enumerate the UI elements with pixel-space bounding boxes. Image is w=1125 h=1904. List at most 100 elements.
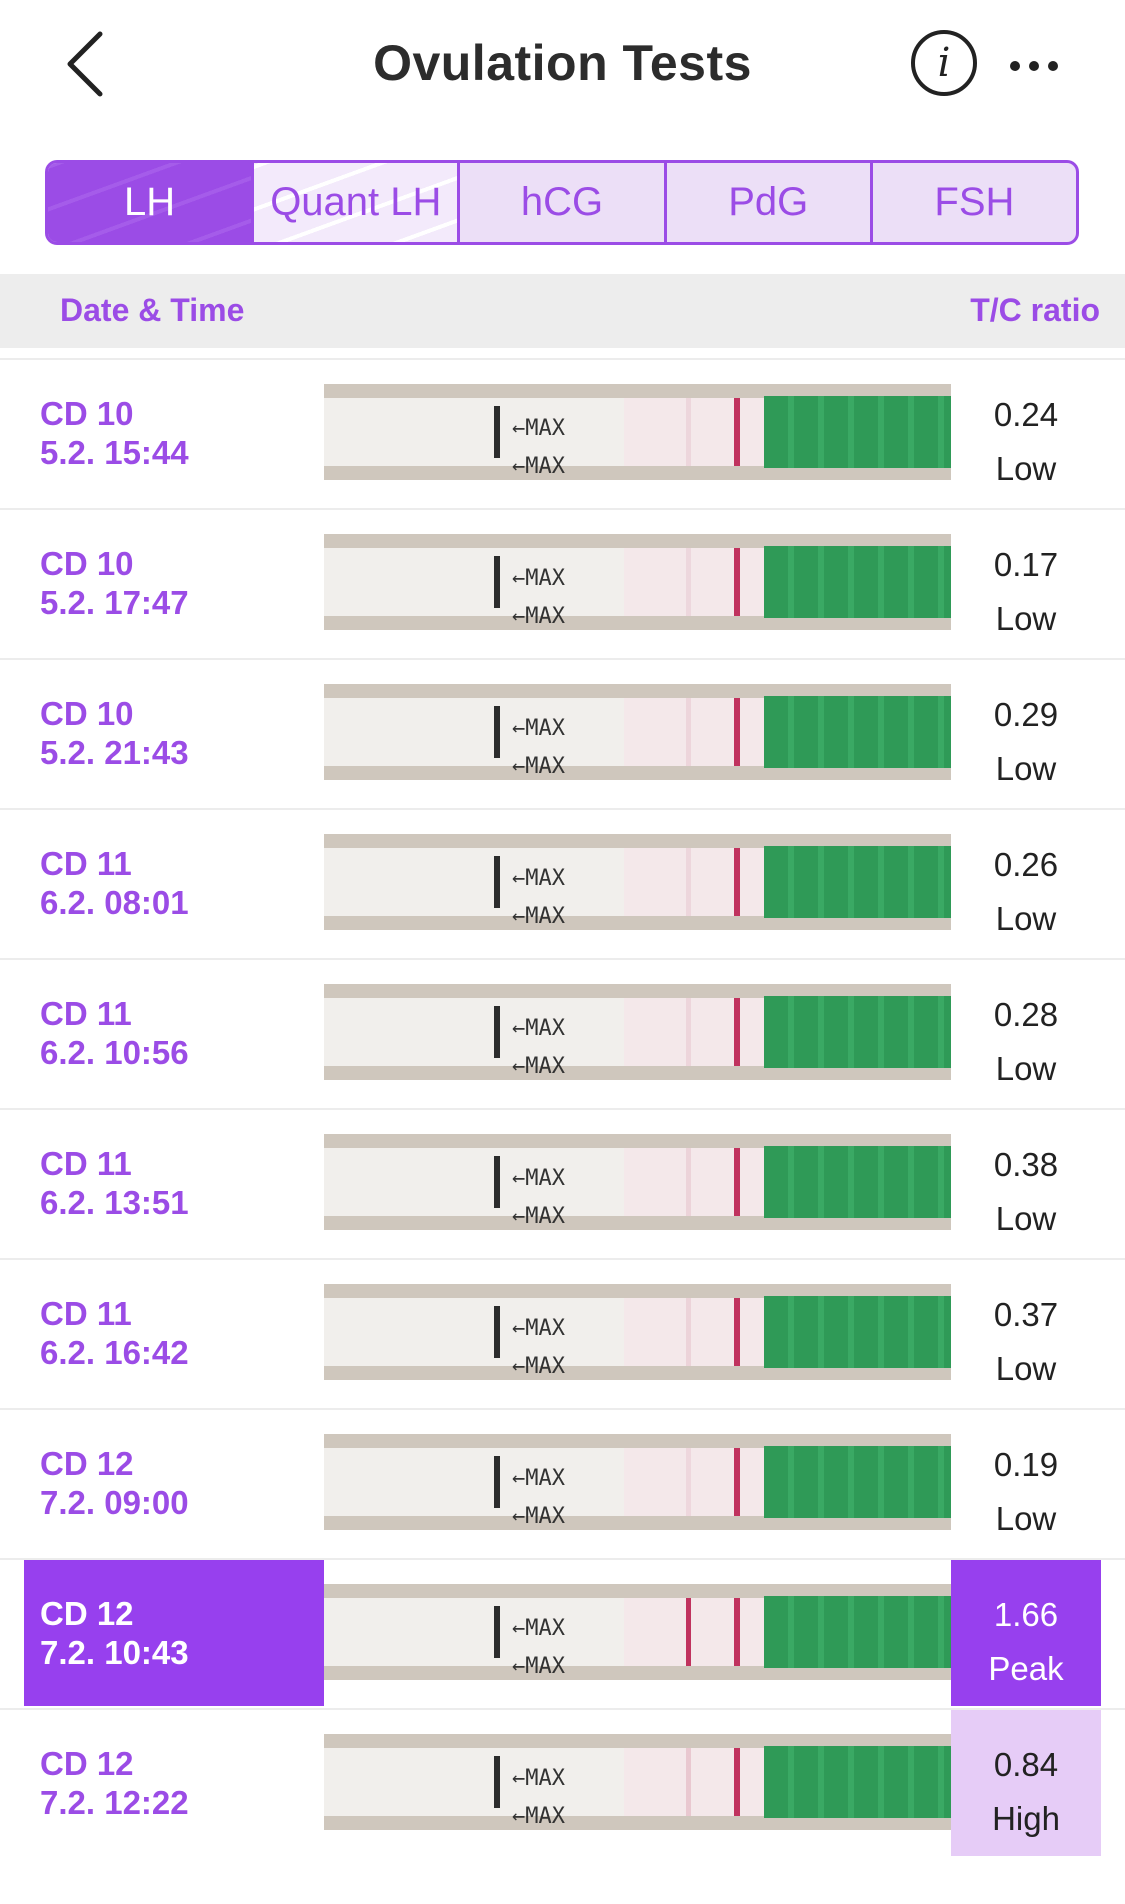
test-row[interactable]: CD 11 6.2. 16:42 ←MAX ←MAX 0.37 Low	[0, 1258, 1125, 1408]
test-strip-photo: ←MAX ←MAX	[324, 1584, 951, 1680]
tab-pdg[interactable]: PdG	[667, 163, 873, 242]
test-strip-photo: ←MAX ←MAX	[324, 1134, 951, 1230]
cycle-day: CD 11	[40, 995, 132, 1032]
date-time: 6.2. 08:01	[40, 884, 189, 921]
test-row[interactable]: CD 12 7.2. 09:00 ←MAX ←MAX 0.19 Low	[0, 1408, 1125, 1558]
tab-fsh[interactable]: FSH	[934, 180, 1015, 224]
ratio-cell: 0.38 Low	[951, 1110, 1101, 1256]
cycle-day: CD 10	[40, 695, 134, 732]
ratio-value: 0.37	[993, 1296, 1059, 1333]
max-label: ←MAX ←MAX	[512, 1316, 565, 1379]
ratio-level: Low	[995, 750, 1057, 787]
max-label: ←MAX ←MAX	[512, 716, 565, 779]
column-header: Date & Time T/C ratio	[0, 274, 1125, 348]
ratio-value: 0.84	[993, 1746, 1059, 1783]
cycle-day: CD 12	[40, 1745, 134, 1782]
info-icon: i	[937, 40, 951, 86]
test-row[interactable]: CD 10 5.2. 17:47 ←MAX ←MAX 0.17 Low	[0, 508, 1125, 658]
test-strip-photo: ←MAX ←MAX	[324, 1734, 951, 1830]
date-time: 5.2. 15:44	[40, 434, 189, 471]
cycle-day: CD 11	[40, 1145, 132, 1182]
tab-lh[interactable]: LH	[48, 163, 255, 242]
test-strip-photo: ←MAX ←MAX	[324, 384, 951, 480]
date-cell: CD 10 5.2. 17:47	[24, 510, 324, 656]
test-strip-photo: ←MAX ←MAX	[324, 534, 951, 630]
ratio-level: High	[992, 1800, 1060, 1837]
cycle-day: CD 10	[40, 395, 134, 432]
test-strip-photo: ←MAX ←MAX	[324, 984, 951, 1080]
ratio-value: 0.26	[993, 846, 1059, 883]
test-strip-photo: ←MAX ←MAX	[324, 684, 951, 780]
tab-quant-lh[interactable]: Quant LH	[254, 163, 461, 242]
test-row[interactable]: CD 11 6.2. 08:01 ←MAX ←MAX 0.26 Low	[0, 808, 1125, 958]
date-time: 6.2. 10:56	[40, 1034, 189, 1071]
ratio-level: Low	[995, 600, 1057, 637]
ratio-cell: 0.28 Low	[951, 960, 1101, 1106]
ratio-cell: 0.84 High	[951, 1710, 1101, 1856]
date-time: 7.2. 12:22	[40, 1784, 189, 1821]
ratio-value: 0.38	[993, 1146, 1059, 1183]
back-button[interactable]	[58, 28, 114, 100]
date-cell: CD 10 5.2. 15:44	[24, 360, 324, 506]
test-row[interactable]: CD 11 6.2. 13:51 ←MAX ←MAX 0.38 Low	[0, 1108, 1125, 1258]
max-label: ←MAX ←MAX	[512, 866, 565, 929]
tc-ratio-header: T/C ratio	[970, 292, 1100, 328]
date-time: 5.2. 21:43	[40, 734, 189, 771]
date-time: 6.2. 13:51	[40, 1184, 189, 1221]
ratio-value: 0.24	[993, 396, 1059, 433]
date-time: 6.2. 16:42	[40, 1334, 189, 1371]
max-label: ←MAX ←MAX	[512, 1616, 565, 1679]
test-row[interactable]: CD 10 5.2. 15:44 ←MAX ←MAX 0.24 Low	[0, 358, 1125, 508]
test-list: CD 10 5.2. 15:44 ←MAX ←MAX 0.24 Low CD 10 5.2. …	[0, 358, 1125, 1858]
max-label: ←MAX ←MAX	[512, 416, 565, 479]
date-cell: CD 11 6.2. 10:56	[24, 960, 324, 1106]
cycle-day: CD 10	[40, 545, 134, 582]
chevron-left-icon	[67, 31, 103, 97]
tab-hcg[interactable]: hCG	[460, 163, 667, 242]
ratio-cell: 0.26 Low	[951, 810, 1101, 956]
ratio-value: 0.28	[993, 996, 1059, 1033]
ratio-value: 0.19	[993, 1446, 1059, 1483]
test-strip-photo: ←MAX ←MAX	[324, 1284, 951, 1380]
ratio-cell: 0.17 Low	[951, 510, 1101, 656]
max-label: ←MAX ←MAX	[512, 1016, 565, 1079]
test-row[interactable]: CD 12 7.2. 12:22 ←MAX ←MAX 0.84 High	[0, 1708, 1125, 1858]
date-cell: CD 12 7.2. 09:00	[24, 1410, 324, 1556]
ratio-level: Low	[995, 1200, 1057, 1237]
ratio-cell: 1.66 Peak	[951, 1560, 1101, 1706]
cycle-day: CD 12	[40, 1445, 134, 1482]
cycle-day: CD 11	[40, 1295, 132, 1332]
ratio-cell: 0.29 Low	[951, 660, 1101, 806]
date-cell: CD 11 6.2. 16:42	[24, 1260, 324, 1406]
ratio-level: Low	[995, 1050, 1057, 1087]
test-strip-photo: ←MAX ←MAX	[324, 834, 951, 930]
cycle-day: CD 12	[40, 1595, 134, 1632]
date-cell: CD 11 6.2. 08:01	[24, 810, 324, 956]
ratio-cell: 0.24 Low	[951, 360, 1101, 506]
test-type-tabs: LH Quant LH hCG PdG FSH	[45, 160, 1079, 245]
test-row[interactable]: CD 11 6.2. 10:56 ←MAX ←MAX 0.28 Low	[0, 958, 1125, 1108]
date-time: 5.2. 17:47	[40, 584, 189, 621]
ratio-level: Low	[995, 1350, 1057, 1387]
nav-header: Ovulation Tests i	[0, 0, 1125, 135]
date-cell: CD 12 7.2. 12:22	[24, 1710, 324, 1856]
date-time: 7.2. 09:00	[40, 1484, 189, 1521]
ratio-value: 0.29	[993, 696, 1059, 733]
ratio-level: Peak	[988, 1650, 1064, 1687]
test-row[interactable]: CD 10 5.2. 21:43 ←MAX ←MAX 0.29 Low	[0, 658, 1125, 808]
date-cell: CD 11 6.2. 13:51	[24, 1110, 324, 1256]
dot-icon	[1010, 61, 1020, 71]
ratio-level: Low	[995, 900, 1057, 937]
ratio-level: Low	[995, 1500, 1057, 1537]
more-options-button[interactable]	[1010, 58, 1070, 72]
test-row[interactable]: CD 12 7.2. 10:43 ←MAX ←MAX 1.66 Peak	[0, 1558, 1125, 1708]
date-cell: CD 12 7.2. 10:43	[24, 1560, 324, 1706]
ratio-value: 0.17	[993, 546, 1059, 583]
date-time-header: Date & Time	[60, 292, 245, 328]
dot-icon	[1029, 61, 1039, 71]
info-button[interactable]: i	[911, 30, 977, 96]
test-strip-photo: ←MAX ←MAX	[324, 1434, 951, 1530]
ratio-value: 1.66	[993, 1596, 1059, 1633]
max-label: ←MAX ←MAX	[512, 1766, 565, 1829]
dot-icon	[1048, 61, 1058, 71]
